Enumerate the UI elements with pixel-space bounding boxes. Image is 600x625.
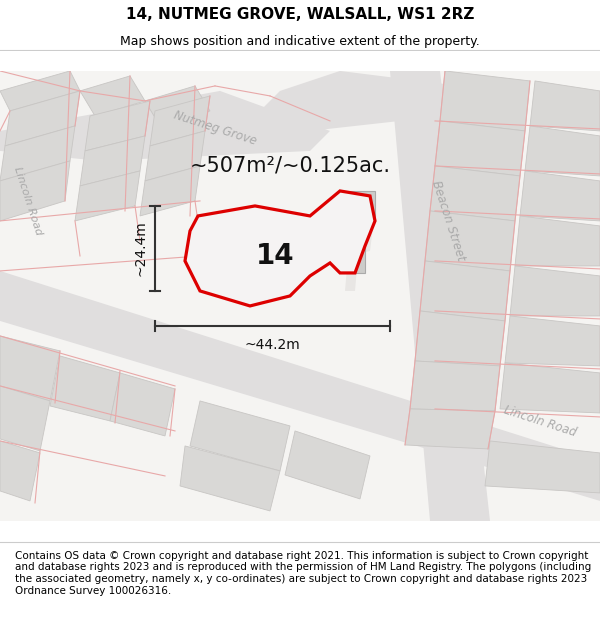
Polygon shape [520, 171, 600, 221]
Polygon shape [0, 386, 50, 451]
Polygon shape [285, 431, 370, 499]
Text: ~44.2m: ~44.2m [245, 338, 301, 352]
Polygon shape [435, 121, 525, 176]
Polygon shape [140, 166, 200, 216]
Polygon shape [330, 201, 375, 256]
Text: ~507m²/~0.125ac.: ~507m²/~0.125ac. [190, 156, 391, 176]
Polygon shape [110, 373, 175, 436]
Polygon shape [415, 311, 505, 366]
Polygon shape [85, 101, 150, 151]
Polygon shape [340, 191, 375, 221]
Text: Lincoln Road: Lincoln Road [192, 248, 268, 284]
Polygon shape [255, 226, 315, 266]
Polygon shape [0, 336, 60, 401]
Polygon shape [150, 96, 210, 146]
Polygon shape [352, 246, 365, 273]
Polygon shape [410, 361, 500, 411]
Polygon shape [0, 71, 600, 521]
Polygon shape [50, 356, 120, 421]
Polygon shape [505, 316, 600, 366]
Polygon shape [80, 76, 145, 116]
Polygon shape [440, 71, 530, 131]
Polygon shape [430, 166, 520, 221]
Polygon shape [485, 441, 600, 493]
Polygon shape [0, 91, 330, 161]
Polygon shape [515, 216, 600, 266]
Polygon shape [75, 171, 140, 221]
Polygon shape [145, 86, 210, 126]
Polygon shape [0, 441, 40, 501]
Polygon shape [80, 136, 145, 186]
Text: Contains OS data © Crown copyright and database right 2021. This information is : Contains OS data © Crown copyright and d… [15, 551, 591, 596]
Text: 14, NUTMEG GROVE, WALSALL, WS1 2RZ: 14, NUTMEG GROVE, WALSALL, WS1 2RZ [126, 7, 474, 22]
Polygon shape [425, 211, 515, 271]
Polygon shape [390, 71, 490, 521]
Polygon shape [145, 131, 205, 181]
Text: 14: 14 [256, 242, 295, 270]
Polygon shape [525, 126, 600, 176]
Text: Lincoln Road: Lincoln Road [12, 166, 44, 236]
Polygon shape [0, 271, 600, 501]
Text: Map shows position and indicative extent of the property.: Map shows position and indicative extent… [120, 34, 480, 48]
Polygon shape [180, 446, 280, 511]
Polygon shape [190, 401, 290, 471]
Text: Lincoln Road: Lincoln Road [502, 403, 578, 439]
Polygon shape [0, 126, 75, 181]
Polygon shape [500, 363, 600, 413]
Polygon shape [5, 91, 80, 146]
Text: ~24.4m: ~24.4m [133, 221, 147, 276]
Polygon shape [405, 409, 495, 449]
Polygon shape [185, 191, 375, 306]
Polygon shape [420, 261, 510, 321]
Polygon shape [0, 161, 70, 221]
Polygon shape [510, 266, 600, 316]
Polygon shape [345, 256, 358, 291]
Polygon shape [260, 71, 500, 131]
Polygon shape [530, 81, 600, 131]
Text: Nutmeg Grove: Nutmeg Grove [172, 108, 258, 148]
Polygon shape [0, 71, 80, 111]
Text: Beacon Street: Beacon Street [429, 179, 467, 262]
